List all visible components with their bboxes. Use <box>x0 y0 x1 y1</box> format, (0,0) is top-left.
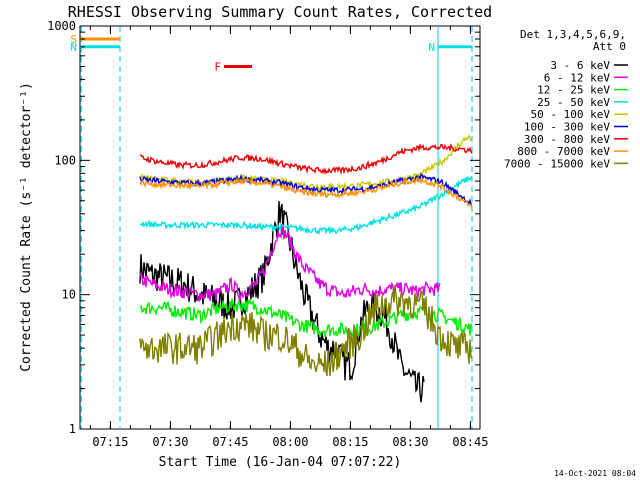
flag-label: N <box>428 41 435 54</box>
legend-entry-label: 3 - 6 keV <box>550 59 610 72</box>
legend-entry-label: 25 - 50 keV <box>537 96 610 109</box>
x-tick-label: 08:45 <box>452 435 488 449</box>
series-line <box>139 298 472 339</box>
y-tick-label: 1 <box>69 422 76 436</box>
y-tick-label: 100 <box>54 153 76 167</box>
legend-entry-label: 6 - 12 keV <box>544 71 611 84</box>
y-axis-label: Corrected Count Rate (s⁻¹ detector⁻¹) <box>19 82 34 372</box>
flag-label: F <box>214 60 221 73</box>
x-tick-label: 07:30 <box>152 435 188 449</box>
x-axis-label: Start Time (16-Jan-04 07:07:22) <box>159 455 402 470</box>
legend-entry-label: 300 - 800 keV <box>524 133 610 146</box>
legend-entry-label: 100 - 300 keV <box>524 121 610 134</box>
y-tick-label: 1000 <box>47 19 76 33</box>
series-line <box>139 224 441 303</box>
legend-entry-label: 50 - 100 keV <box>531 108 611 121</box>
series-line <box>139 143 473 176</box>
chart-title: RHESSI Observing Summary Count Rates, Co… <box>68 3 492 21</box>
series-line <box>139 133 473 192</box>
flag-label: S <box>70 33 77 46</box>
x-tick-label: 08:00 <box>272 435 308 449</box>
series-line <box>139 175 473 210</box>
x-tick-label: 08:30 <box>392 435 428 449</box>
legend-entry-label: 7000 - 15000 keV <box>504 157 610 170</box>
legend-entry-label: 800 - 7000 keV <box>517 145 610 158</box>
y-tick-label: 10 <box>62 288 76 302</box>
legend-entry-label: 12 - 25 keV <box>537 84 610 97</box>
series-line <box>139 284 473 377</box>
legend-header: Det 1,3,4,5,6,9, <box>520 28 626 41</box>
legend-header: Att 0 <box>593 40 626 53</box>
x-tick-label: 07:45 <box>212 435 248 449</box>
x-tick-label: 07:15 <box>92 435 128 449</box>
flag-label: N <box>70 41 77 54</box>
plot-frame <box>79 25 481 430</box>
footer-date: 14-Oct-2021 08:04 <box>554 469 636 478</box>
series-line <box>139 175 473 236</box>
x-tick-label: 08:15 <box>332 435 368 449</box>
